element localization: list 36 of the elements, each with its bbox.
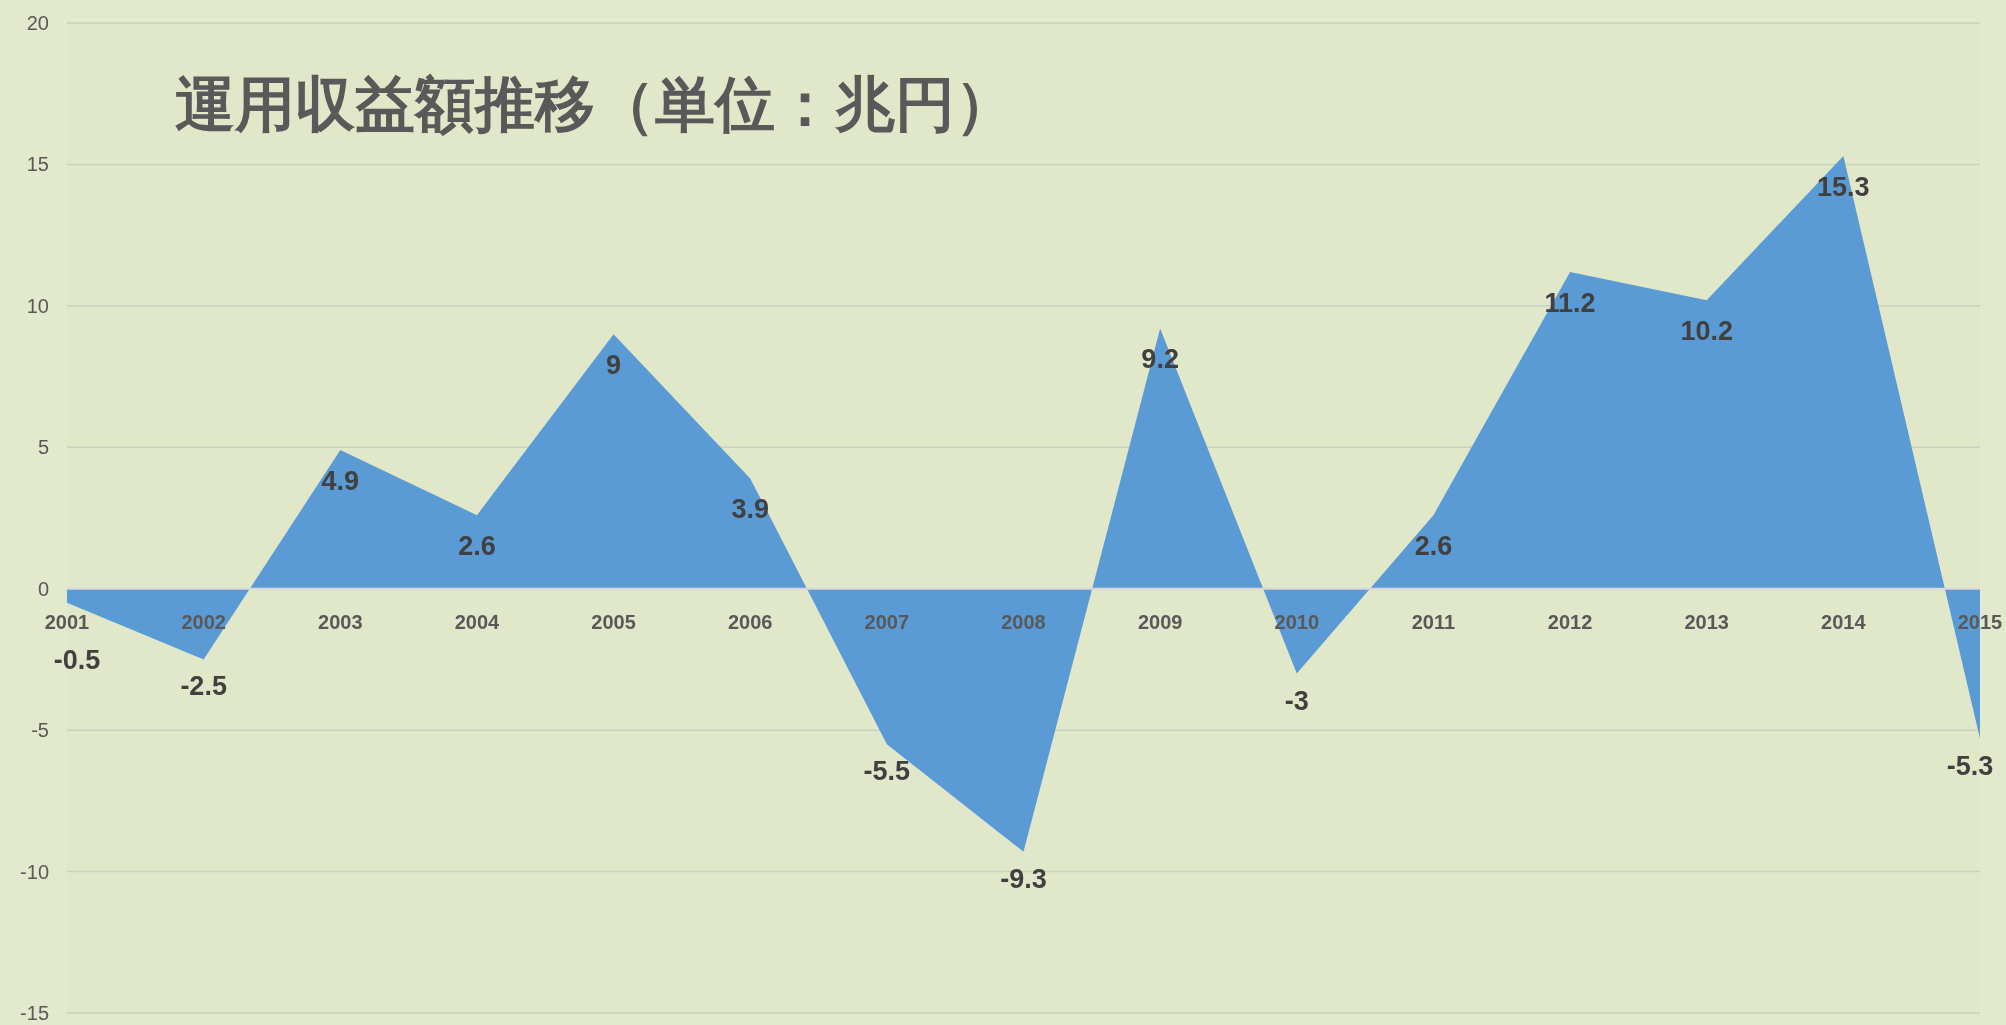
y-tick-label: 5 bbox=[37, 436, 49, 459]
x-tick-label: 2003 bbox=[318, 610, 363, 633]
y-tick-label: -5 bbox=[31, 719, 49, 742]
x-tick-label: 2015 bbox=[1957, 610, 2003, 633]
x-tick-label: 2009 bbox=[1137, 610, 1183, 633]
data-label: -5.3 bbox=[1946, 750, 1994, 781]
data-label: 9 bbox=[606, 350, 622, 381]
data-label: 4.9 bbox=[321, 466, 360, 497]
data-label: -5.5 bbox=[863, 756, 911, 787]
y-tick-label: -15 bbox=[20, 1002, 49, 1024]
x-tick-label: 2008 bbox=[1001, 610, 1046, 633]
x-tick-label: 2014 bbox=[1821, 610, 1867, 633]
y-tick-label: 10 bbox=[26, 294, 49, 317]
x-tick-label: 2010 bbox=[1274, 610, 1320, 633]
x-tick-label: 2011 bbox=[1411, 610, 1456, 633]
x-tick-label: 2005 bbox=[591, 610, 636, 633]
data-label: 10.2 bbox=[1680, 316, 1733, 347]
x-tick-label: 2004 bbox=[454, 610, 501, 633]
y-tick-label: 0 bbox=[37, 577, 49, 600]
x-tick-label: 2001 bbox=[44, 610, 90, 633]
data-label: -0.5 bbox=[53, 644, 101, 675]
x-tick-label: 2012 bbox=[1547, 610, 1593, 633]
text: 運用収益額推移（単位：兆円） bbox=[175, 71, 1015, 138]
y-tick-label: 20 bbox=[26, 12, 49, 34]
x-tick-label: 2013 bbox=[1684, 610, 1729, 633]
y-tick-label: -10 bbox=[20, 860, 49, 883]
x-tick-label: 2002 bbox=[181, 610, 226, 633]
x-tick-label: 2006 bbox=[727, 610, 773, 633]
data-label: -9.3 bbox=[1000, 863, 1047, 894]
data-label: 3.9 bbox=[731, 494, 769, 525]
x-tick-label: 2007 bbox=[864, 610, 910, 633]
data-label: 2.6 bbox=[458, 531, 496, 562]
data-label: -2.5 bbox=[180, 671, 227, 702]
y-tick-label: 15 bbox=[26, 153, 49, 176]
data-label: -3 bbox=[1284, 685, 1309, 716]
data-label: 2.6 bbox=[1414, 531, 1453, 562]
